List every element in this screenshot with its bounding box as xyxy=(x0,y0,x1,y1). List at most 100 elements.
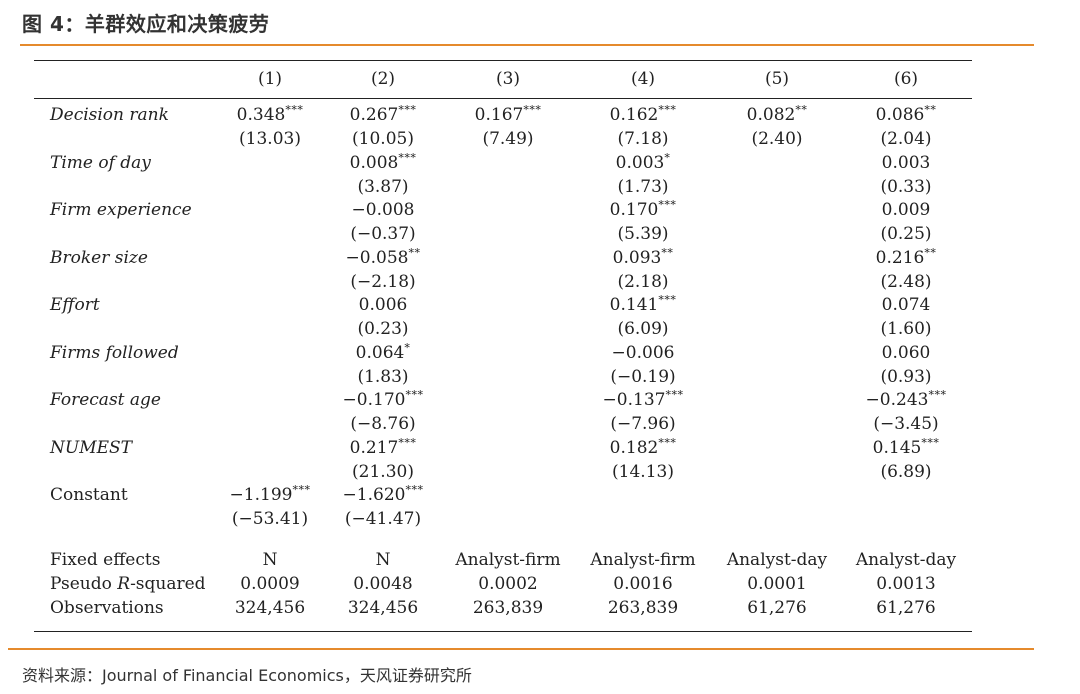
row-label: Firm experience xyxy=(50,200,192,220)
coefficient-value: 0.217 xyxy=(349,437,399,458)
t-statistic-cell: (−0.19) xyxy=(610,366,676,387)
column-header: (6) xyxy=(893,69,919,89)
t-statistic-cell: (5.39) xyxy=(617,224,669,244)
significance-stars: *** xyxy=(658,198,677,212)
summary-label: Fixed effects xyxy=(50,550,161,570)
significance-stars: *** xyxy=(398,103,417,117)
coefficient-value: 0.170 xyxy=(609,200,659,220)
coefficient-value: −1.199 xyxy=(229,485,293,505)
row-label: Time of day xyxy=(50,152,151,173)
significance-stars: * xyxy=(404,340,411,354)
significance-stars: *** xyxy=(398,435,417,449)
t-statistic-cell: (1.83) xyxy=(357,366,409,387)
coefficient-value: 0.006 xyxy=(358,295,408,315)
coefficient-cell: 0.348*** xyxy=(237,104,304,126)
coefficient-value: 0.064 xyxy=(355,342,405,363)
summary-value: 0.0048 xyxy=(353,574,413,594)
t-statistic-cell: (21.30) xyxy=(352,461,414,482)
coefficient-cell: 0.003* xyxy=(616,152,671,174)
significance-stars: ** xyxy=(408,245,421,259)
coefficient-cell: −0.006 xyxy=(612,342,675,364)
coefficient-cell: 0.217*** xyxy=(350,437,417,459)
significance-stars: *** xyxy=(658,103,677,117)
t-statistic-cell: (2.40) xyxy=(751,129,803,149)
column-header: (5) xyxy=(764,69,790,89)
summary-value: Analyst-day xyxy=(726,550,828,570)
t-statistic-cell: (3.87) xyxy=(357,176,409,197)
coefficient-value: 0.093 xyxy=(612,247,662,268)
summary-value: 324,456 xyxy=(234,598,306,618)
significance-stars: ** xyxy=(795,103,808,117)
coefficient-cell: 0.086** xyxy=(876,104,937,126)
coefficient-value: 0.267 xyxy=(349,105,399,125)
coefficient-cell: 0.074 xyxy=(882,294,931,316)
t-statistic-cell: (2.18) xyxy=(617,271,669,292)
summary-value: 61,276 xyxy=(876,598,936,618)
coefficient-value: 0.082 xyxy=(746,105,796,125)
coefficient-cell: −0.137*** xyxy=(603,389,684,411)
coefficient-value: −0.006 xyxy=(611,342,675,363)
coefficient-cell: −0.008 xyxy=(352,199,415,221)
summary-value: 0.0002 xyxy=(478,574,538,594)
t-statistic-cell: (−7.96) xyxy=(610,414,676,434)
coefficient-value: 0.003 xyxy=(881,152,931,173)
coefficient-value: −0.058 xyxy=(345,247,409,268)
coefficient-value: 0.182 xyxy=(609,437,659,458)
coefficient-value: 0.008 xyxy=(349,152,399,173)
summary-label-part: -squared xyxy=(130,574,206,594)
t-statistic-cell: (6.89) xyxy=(880,461,932,482)
significance-stars: ** xyxy=(661,245,674,259)
t-statistic-cell: (13.03) xyxy=(239,129,301,149)
row-label: Forecast age xyxy=(50,390,161,410)
coefficient-cell: 0.216** xyxy=(876,247,937,269)
t-statistic-cell: (−3.45) xyxy=(873,414,939,434)
coefficient-value: 0.003 xyxy=(615,152,665,173)
significance-stars: *** xyxy=(921,435,940,449)
summary-value: 0.0009 xyxy=(240,574,300,594)
summary-value: 0.0013 xyxy=(876,574,936,594)
significance-stars: ** xyxy=(924,103,937,117)
summary-label: Pseudo R-squared xyxy=(50,573,206,595)
coefficient-cell: 0.003 xyxy=(882,152,931,174)
title-divider xyxy=(20,44,1034,46)
significance-stars: *** xyxy=(658,435,677,449)
t-statistic-cell: (−8.76) xyxy=(350,414,416,434)
summary-value: 61,276 xyxy=(747,598,807,618)
summary-value: 0.0001 xyxy=(747,574,807,594)
row-label: Decision rank xyxy=(50,105,169,125)
summary-value: N xyxy=(375,550,391,570)
summary-value: 324,456 xyxy=(347,598,419,618)
summary-value: Analyst-firm xyxy=(590,550,696,570)
coefficient-value: 0.145 xyxy=(872,437,922,458)
footer-divider xyxy=(8,648,1034,650)
coefficient-value: −1.620 xyxy=(342,485,406,505)
coefficient-cell: 0.182*** xyxy=(610,437,677,459)
coefficient-value: 0.074 xyxy=(881,295,931,315)
coefficient-cell: −1.620*** xyxy=(343,484,424,506)
coefficient-value: 0.009 xyxy=(881,200,931,220)
coefficient-value: −0.137 xyxy=(602,390,666,410)
header-divider xyxy=(34,98,972,99)
significance-stars: *** xyxy=(405,388,424,402)
coefficient-cell: 0.008*** xyxy=(350,152,417,174)
t-statistic-cell: (7.49) xyxy=(482,129,534,149)
coefficient-cell: 0.267*** xyxy=(350,104,417,126)
coefficient-cell: 0.162*** xyxy=(610,104,677,126)
summary-label: Observations xyxy=(50,598,164,618)
source-note: 资料来源：Journal of Financial Economics，天风证券… xyxy=(22,666,472,685)
t-statistic-cell: (2.04) xyxy=(880,129,932,149)
summary-value: 263,839 xyxy=(607,598,679,618)
column-header: (1) xyxy=(257,69,283,89)
coefficient-value: 0.216 xyxy=(875,247,925,268)
summary-label-part: R xyxy=(117,574,131,594)
summary-value: 0.0016 xyxy=(613,574,673,594)
t-statistic-cell: (0.25) xyxy=(880,224,932,244)
t-statistic-cell: (−53.41) xyxy=(231,509,309,529)
significance-stars: *** xyxy=(523,103,542,117)
t-statistic-cell: (1.60) xyxy=(880,319,932,339)
coefficient-cell: −1.199*** xyxy=(230,484,311,506)
coefficient-cell: 0.060 xyxy=(882,342,931,364)
regression-table xyxy=(34,60,972,632)
t-statistic-cell: (2.48) xyxy=(880,271,932,292)
row-label: NUMEST xyxy=(50,437,133,458)
